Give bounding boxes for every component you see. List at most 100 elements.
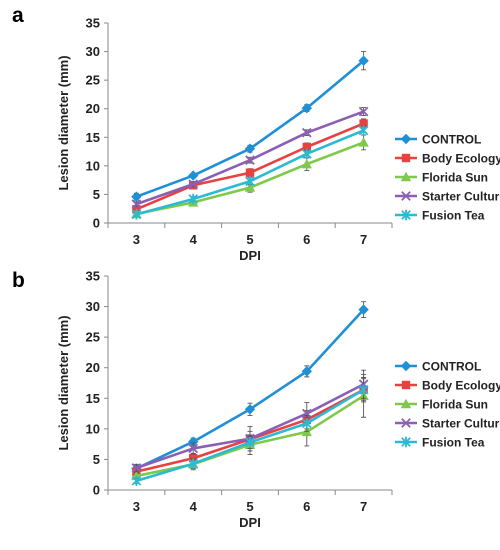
y-tick-label: 30 bbox=[86, 299, 100, 314]
legend-marker bbox=[401, 380, 411, 390]
panel-label: a bbox=[12, 4, 24, 27]
data-point bbox=[301, 102, 312, 114]
legend-marker bbox=[400, 398, 412, 409]
data-point bbox=[245, 437, 255, 448]
x-axis-title: DPI bbox=[239, 248, 261, 263]
y-tick-label: 15 bbox=[86, 391, 100, 406]
data-point bbox=[188, 193, 199, 205]
legend-label: Starter Culture bbox=[422, 190, 500, 204]
x-tick-label: 6 bbox=[303, 232, 310, 247]
legend-item: Fusion Tea bbox=[395, 436, 485, 450]
data-point bbox=[131, 209, 142, 220]
data-point bbox=[358, 106, 369, 117]
y-tick-label: 20 bbox=[86, 101, 100, 116]
y-tick-label: 0 bbox=[93, 483, 100, 498]
legend-label: Body Ecology bbox=[422, 379, 500, 393]
y-tick-label: 25 bbox=[86, 73, 100, 88]
y-tick-label: 35 bbox=[86, 269, 100, 284]
legend-label: CONTROL bbox=[422, 133, 481, 147]
x-tick-label: 6 bbox=[303, 499, 310, 514]
legend-label: Florida Sun bbox=[422, 171, 488, 185]
data-point bbox=[301, 158, 312, 169]
data-point bbox=[244, 143, 256, 154]
legend-marker bbox=[400, 171, 412, 182]
series-starter-culture bbox=[131, 106, 369, 209]
legend-marker bbox=[401, 209, 411, 221]
legend-label: Fusion Tea bbox=[422, 209, 485, 223]
data-point bbox=[245, 168, 255, 177]
data-point bbox=[131, 475, 142, 487]
data-point bbox=[188, 458, 199, 469]
data-point bbox=[301, 418, 312, 429]
data-point bbox=[358, 125, 369, 136]
data-point bbox=[244, 404, 256, 415]
y-tick-label: 20 bbox=[86, 360, 100, 375]
x-tick-label: 4 bbox=[190, 499, 198, 514]
data-point bbox=[131, 463, 142, 473]
data-point bbox=[244, 182, 256, 192]
legend-marker bbox=[400, 133, 412, 145]
legend-item: Florida Sun bbox=[395, 398, 488, 412]
legend-label: Florida Sun bbox=[422, 398, 488, 412]
legend-item: Starter Culture bbox=[395, 190, 500, 204]
x-tick-label: 7 bbox=[360, 499, 367, 514]
legend: CONTROL Body Ecology Florida Sun Starter Cu… bbox=[395, 133, 500, 223]
data-point bbox=[301, 148, 312, 160]
series-line bbox=[135, 122, 365, 211]
y-tick-label: 25 bbox=[86, 330, 100, 345]
legend-marker bbox=[401, 418, 411, 428]
legend-item: Body Ecology bbox=[395, 152, 500, 166]
legend-marker bbox=[400, 360, 412, 372]
y-axis-title: Lesion diameter (mm) bbox=[56, 55, 71, 190]
legend-label: Body Ecology bbox=[422, 152, 500, 166]
data-point bbox=[245, 155, 255, 165]
data-point bbox=[131, 199, 142, 209]
legend-item: CONTROL bbox=[395, 133, 481, 147]
y-tick-label: 35 bbox=[86, 16, 100, 31]
series-fusion-tea bbox=[131, 378, 369, 487]
x-tick-label: 5 bbox=[246, 232, 253, 247]
series-starter-culture bbox=[131, 369, 369, 473]
y-tick-label: 30 bbox=[86, 44, 100, 59]
panel-b: b 0 5 10 15 20 25 30 35 3 4 5 6 7 DPI Lesion diameter (… bbox=[12, 269, 500, 531]
panel-label: b bbox=[12, 269, 25, 292]
data-point bbox=[131, 191, 142, 202]
data-point bbox=[358, 55, 369, 66]
y-tick-label: 10 bbox=[86, 158, 100, 173]
data-point bbox=[188, 170, 199, 181]
x-tick-label: 7 bbox=[360, 232, 367, 247]
legend-item: Starter Culture bbox=[395, 417, 500, 431]
y-axis-title: Lesion diameter (mm) bbox=[56, 315, 71, 450]
data-point bbox=[301, 408, 312, 419]
x-tick-label: 3 bbox=[133, 499, 140, 514]
legend-marker bbox=[401, 191, 411, 201]
data-point bbox=[189, 454, 198, 463]
legend-item: Body Ecology bbox=[395, 379, 500, 393]
data-point bbox=[359, 119, 368, 128]
series-body-ecology bbox=[132, 118, 368, 214]
series-control bbox=[131, 51, 369, 202]
legend-label: CONTROL bbox=[422, 360, 481, 374]
data-point bbox=[245, 176, 255, 187]
data-point bbox=[301, 366, 312, 377]
data-point bbox=[358, 137, 369, 147]
data-point bbox=[188, 436, 199, 447]
data-point bbox=[188, 179, 199, 189]
legend-marker bbox=[401, 153, 411, 163]
x-axis-title: DPI bbox=[239, 515, 261, 530]
y-tick-label: 15 bbox=[86, 130, 100, 145]
data-point bbox=[358, 304, 369, 315]
data-point bbox=[302, 142, 311, 152]
legend-label: Starter Culture bbox=[422, 417, 500, 431]
x-tick-label: 4 bbox=[190, 232, 198, 247]
y-tick-label: 5 bbox=[93, 187, 100, 202]
y-tick-label: 5 bbox=[93, 452, 100, 467]
legend-item: Florida Sun bbox=[395, 171, 488, 185]
y-tick-label: 0 bbox=[93, 216, 100, 231]
data-point bbox=[301, 127, 312, 138]
series-fusion-tea bbox=[131, 125, 369, 220]
panel-a: a 0 5 10 15 20 25 30 35 3 4 5 6 7 DPI Lesion diameter (… bbox=[12, 4, 500, 263]
x-tick-label: 3 bbox=[133, 232, 140, 247]
data-point bbox=[188, 443, 199, 454]
